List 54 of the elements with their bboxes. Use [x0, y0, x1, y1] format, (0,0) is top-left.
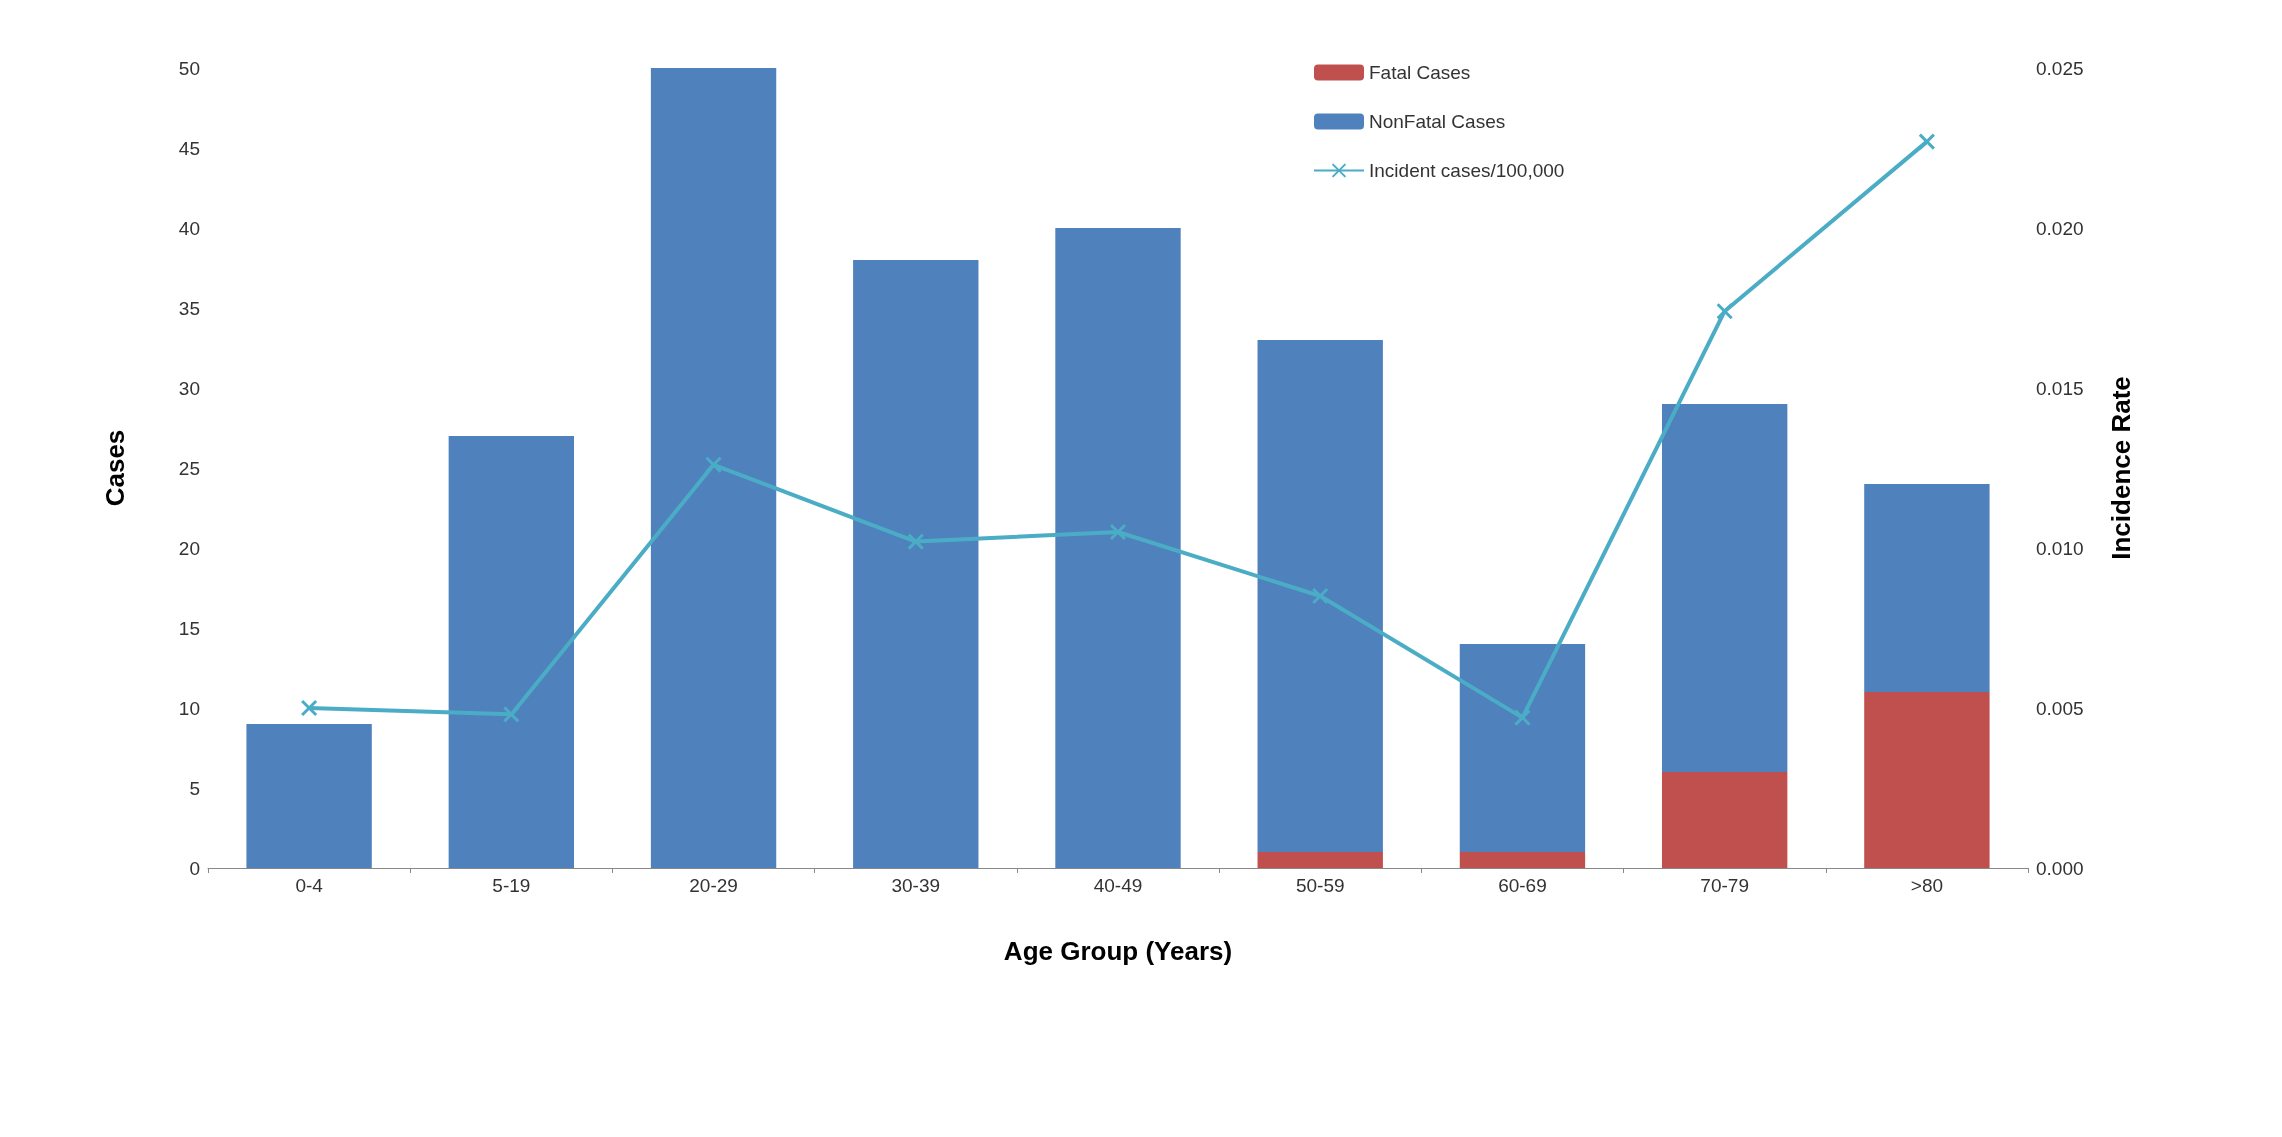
bar [853, 260, 979, 868]
x-tick-label: 40-49 [1093, 875, 1143, 896]
y-tick-label: 35 [178, 297, 200, 319]
x-tick-label: 30-39 [891, 875, 941, 896]
point [1716, 302, 1734, 320]
x-axis-title: Age Group (Years) [1003, 936, 1233, 966]
bar [1864, 692, 1990, 868]
bar [650, 68, 777, 868]
bar [1459, 644, 1586, 852]
x-tick-label: 20-29 [689, 875, 738, 896]
y-tick-label: 40 [178, 217, 200, 239]
bar [448, 436, 575, 868]
y-tick-label: 0 [189, 857, 200, 879]
point [1109, 523, 1127, 541]
y2-tick-label: 0.010 [2036, 537, 2084, 559]
bar [246, 724, 372, 868]
y-tick-label: 50 [178, 57, 200, 79]
point [705, 456, 723, 474]
point [502, 705, 520, 723]
bar [1257, 852, 1383, 868]
y2-tick-label: 0.015 [2036, 377, 2084, 399]
y-tick-label: 5 [189, 777, 200, 799]
y2-tick-label: 0.005 [2036, 697, 2084, 719]
x-tick-label: 5-19 [492, 875, 531, 896]
y-axis-title: Cases [100, 429, 130, 507]
y-tick-label: 30 [178, 377, 200, 399]
legend-label: Incident cases/100,000 [1369, 160, 1565, 181]
y2-tick-label: 0.000 [2036, 857, 2084, 879]
bar [1459, 852, 1586, 868]
point [300, 699, 318, 717]
bar [1055, 228, 1181, 868]
point [1513, 709, 1531, 727]
bar [1661, 772, 1788, 868]
x-tick-label: 0-4 [295, 875, 324, 896]
y-tick-label: 15 [178, 617, 200, 639]
x-tick-label: 70-79 [1700, 875, 1749, 896]
legend-label: NonFatal Cases [1369, 111, 1506, 132]
bar [1257, 340, 1383, 852]
y2-tick-label: 0.020 [2036, 217, 2084, 239]
y-tick-label: 45 [178, 137, 200, 159]
y-tick-label: 20 [178, 537, 200, 559]
point [907, 533, 925, 551]
y-tick-label: 10 [178, 697, 200, 719]
point [1311, 587, 1329, 605]
x-tick-label: >80 [1910, 875, 1944, 896]
point [1918, 133, 1936, 151]
legend-label: Fatal Cases [1369, 62, 1471, 83]
bar [1864, 484, 1990, 692]
bar [1661, 404, 1788, 772]
x-tick-label: 60-69 [1498, 875, 1547, 896]
y2-axis-title: Incidence Rate [2106, 376, 2136, 560]
y2-tick-label: 0.025 [2036, 57, 2084, 79]
x-tick-label: 50-59 [1295, 875, 1345, 896]
y-tick-label: 25 [178, 457, 200, 479]
